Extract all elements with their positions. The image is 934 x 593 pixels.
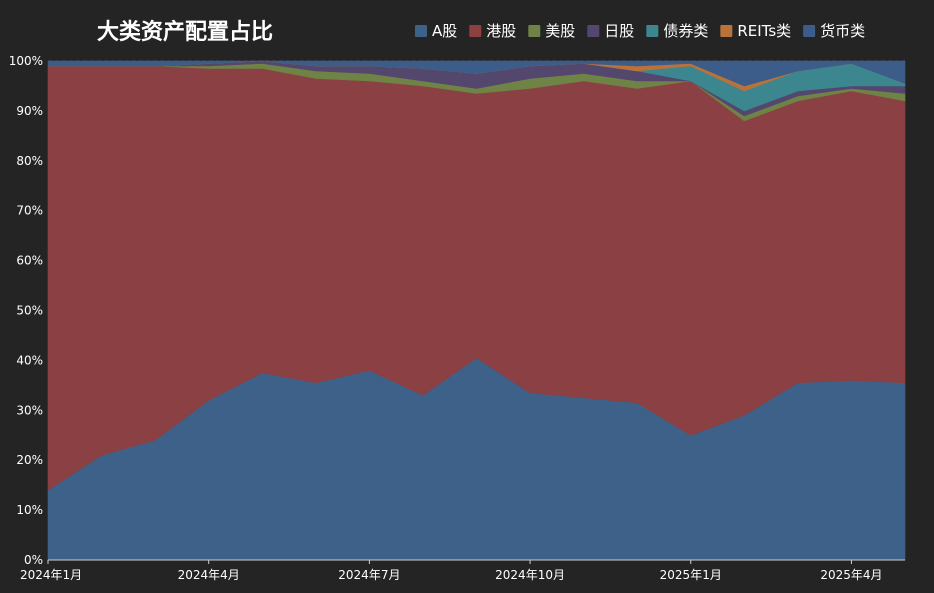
x-tick-label: 2025年4月 (820, 568, 882, 582)
x-tick-label: 2024年1月 (20, 568, 82, 582)
y-tick-label: 50% (16, 304, 43, 318)
area-series-6 (47, 60, 906, 87)
legend-item-4: 债券类 (646, 22, 708, 40)
y-tick-label: 40% (16, 353, 43, 367)
legend-swatch (720, 25, 733, 37)
stacked-areas (47, 60, 906, 561)
x-tick-label: 2025年1月 (660, 568, 722, 582)
legend-item-6: 货币类 (803, 22, 865, 40)
legend-item-5: REITs类 (720, 22, 791, 40)
legend-swatch (528, 25, 541, 37)
legend-item-1: 港股 (469, 22, 516, 40)
y-tick-label: 70% (16, 204, 43, 218)
legend-label: 货币类 (820, 22, 865, 40)
legend: A股 港股 美股 日股 债券类 REITs类 货币类 (415, 22, 865, 40)
y-tick-label: 80% (16, 154, 43, 168)
y-tick-label: 60% (16, 254, 43, 268)
y-tick-label: 30% (16, 403, 43, 417)
legend-swatch (646, 25, 659, 37)
legend-label: 日股 (604, 22, 634, 40)
legend-swatch (415, 25, 427, 37)
y-tick-label: 10% (16, 503, 43, 517)
legend-swatch (587, 25, 600, 37)
legend-item-0: A股 (415, 22, 457, 40)
x-tick-label: 2024年10月 (495, 568, 565, 582)
legend-label: A股 (432, 22, 457, 40)
legend-swatch (469, 25, 482, 37)
y-tick-label: 100% (9, 54, 43, 68)
legend-label: REITs类 (737, 22, 791, 40)
axes: 0% 10% 20% 30% 40% 50% 60% 70% 80% 90% 100% 2024年1月… (9, 54, 905, 582)
y-tick-label: 0% (24, 553, 43, 567)
chart-title: 大类资产配置占比 (97, 20, 273, 45)
y-tick-label: 20% (16, 453, 43, 467)
legend-label: 美股 (545, 22, 575, 40)
x-tick-label: 2024年7月 (338, 568, 400, 582)
legend-label: 港股 (486, 22, 516, 40)
legend-label: 债券类 (663, 22, 708, 40)
legend-swatch (803, 25, 816, 37)
legend-item-2: 美股 (528, 22, 575, 40)
y-tick-label: 90% (16, 104, 43, 118)
x-tick-label: 2024年4月 (178, 568, 240, 582)
legend-item-3: 日股 (587, 22, 634, 40)
